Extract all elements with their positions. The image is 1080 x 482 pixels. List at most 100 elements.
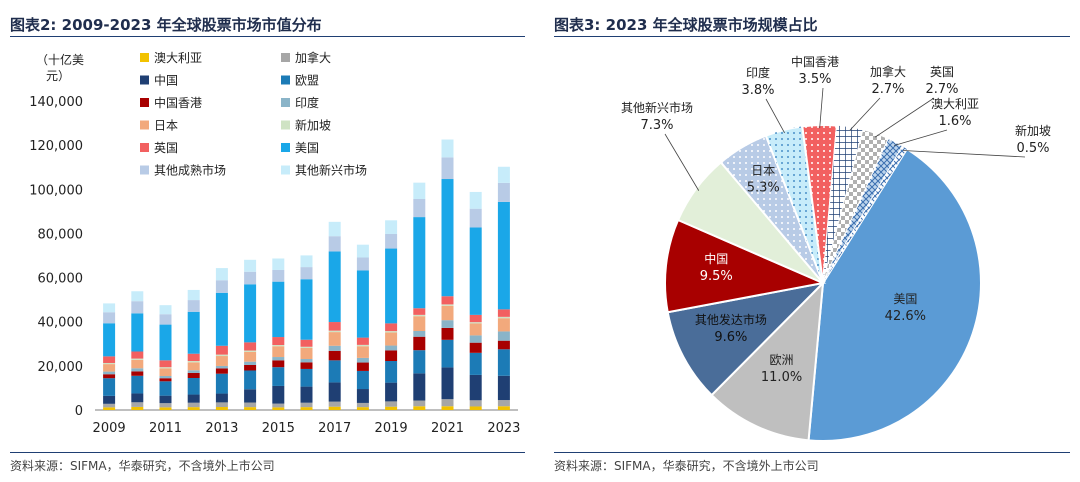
bar-segment — [385, 401, 398, 407]
pie-label-name: 中国香港 — [791, 54, 839, 69]
bar-segment — [385, 331, 398, 333]
bar-segment — [244, 350, 257, 352]
pie-label-value: 42.6% — [885, 309, 926, 324]
bar-segment — [300, 339, 313, 347]
legend-label: 日本 — [154, 119, 178, 133]
bar-segment — [356, 337, 369, 345]
pie-label-name: 新加坡 — [1015, 123, 1051, 138]
pie-label-name: 英国 — [930, 65, 954, 79]
bar-segment — [328, 360, 341, 383]
pie-label-value: 9.6% — [714, 330, 747, 345]
bar-segment — [441, 367, 454, 400]
bar-segment — [413, 182, 426, 199]
bar-segment — [272, 344, 285, 347]
legend-label: 英国 — [154, 141, 178, 155]
bar-segment — [131, 368, 144, 372]
bar-segment — [103, 395, 116, 404]
bar-segment — [187, 362, 200, 371]
legend-swatch — [281, 165, 290, 175]
bar-segment — [300, 255, 313, 268]
legend-label: 新加坡 — [295, 118, 331, 133]
bar-segment — [159, 403, 172, 408]
pie-label-name: 美国 — [893, 292, 917, 306]
bar-segment — [469, 352, 482, 375]
bar-segment — [328, 332, 341, 346]
bar-segment — [131, 351, 144, 359]
bar-segment — [272, 367, 285, 386]
bar-segment — [413, 316, 426, 331]
bar-segment — [103, 364, 116, 372]
pie-label-value: 5.3% — [747, 180, 780, 195]
bar-segment — [272, 258, 285, 270]
bar-segment — [413, 406, 426, 410]
left-source-rule — [10, 452, 525, 453]
pie-label-value: 2.7% — [925, 82, 958, 97]
pie-label-value: 2.7% — [871, 82, 904, 97]
bar-segment — [215, 407, 228, 410]
pie-label-value: 11.0% — [761, 370, 802, 385]
bar-segment — [159, 367, 172, 369]
bar-segment — [441, 139, 454, 158]
pie-label-name: 印度 — [746, 65, 770, 80]
right-chart-title: 图表3: 2023 年全球股票市场规模占比 — [554, 16, 818, 34]
bar-segment — [356, 407, 369, 410]
bar-segment — [215, 354, 228, 357]
bar-segment — [469, 406, 482, 410]
pie-label-value: 1.6% — [938, 114, 971, 129]
bar-segment — [356, 344, 369, 347]
pie-label-value: 3.8% — [741, 83, 774, 98]
pie-slice-pattern — [720, 135, 823, 283]
bar-segment — [441, 327, 454, 340]
bar-segment — [328, 221, 341, 237]
y-tick-label: 0 — [75, 404, 83, 419]
bar-segment — [159, 314, 172, 325]
legend-label: 印度 — [295, 95, 319, 110]
pie-leader-line — [894, 129, 948, 146]
bar-segment — [187, 300, 200, 312]
bar-segment — [385, 350, 398, 362]
x-tick-label: 2013 — [205, 421, 238, 436]
left-chart-title: 图表2: 2009-2023 年全球股票市场市值分布 — [10, 16, 322, 34]
bar-segment — [385, 382, 398, 402]
bar-segment — [131, 301, 144, 314]
pie-leader-line — [765, 98, 785, 134]
bar-segment — [385, 361, 398, 383]
bar-segment — [103, 323, 116, 357]
bar-segment — [215, 356, 228, 366]
bar-segment — [385, 220, 398, 234]
bar-segment — [131, 358, 144, 360]
bar-segment — [244, 259, 257, 272]
bar-segment — [272, 403, 285, 408]
bar-segment — [356, 346, 369, 358]
bar-segment — [356, 270, 369, 338]
bar-segment — [328, 345, 341, 351]
bar-segment — [328, 350, 341, 361]
bar-segment — [103, 356, 116, 363]
legend-swatch — [140, 75, 149, 85]
bar-segment — [131, 393, 144, 403]
y-tick-label: 140,000 — [29, 95, 83, 110]
pie-slice — [807, 147, 982, 442]
pie-leader-line — [849, 97, 881, 131]
legend-label: 其他新兴市场 — [295, 163, 367, 178]
legend-swatch — [281, 98, 290, 107]
pie-label-name: 其他发达市场 — [695, 312, 767, 327]
bar-segment — [328, 401, 341, 407]
right-source-note: 资料来源：SIFMA，华泰研究，不含境外上市公司 — [554, 459, 819, 473]
legend-swatch — [140, 165, 149, 175]
bar-segment — [159, 381, 172, 396]
y-axis-unit-line1: （十亿美 — [36, 52, 84, 67]
bar-segment — [131, 402, 144, 407]
bar-segment — [272, 337, 285, 345]
y-axis-unit-line2: 元） — [46, 69, 70, 83]
bar-segment — [131, 359, 144, 369]
pie-label-value: 3.5% — [798, 72, 831, 87]
bar-segment — [187, 377, 200, 395]
bar-segment — [187, 289, 200, 301]
bar-segment — [469, 400, 482, 407]
bar-segment — [187, 402, 200, 408]
bar-segment — [413, 400, 426, 407]
bar-segment — [497, 340, 510, 350]
pie-label-name: 加拿大 — [870, 64, 906, 79]
bar-segment — [469, 322, 482, 324]
